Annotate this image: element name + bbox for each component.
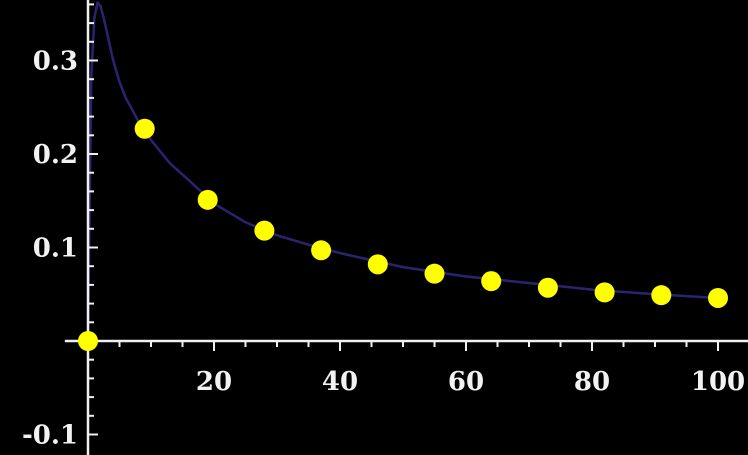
data-point [78, 331, 98, 351]
data-point [254, 220, 275, 241]
y-tick-label: 0.2 [33, 140, 78, 170]
tick-labels: 20 40 60 80 100 -0.1 0.1 0.2 0.3 [22, 47, 745, 451]
fit-curve [86, 1, 719, 342]
data-point [311, 240, 332, 261]
data-point [651, 285, 672, 306]
axes [64, 0, 748, 455]
data-point [594, 282, 615, 303]
data-point [134, 118, 155, 139]
y-tick-label: 0.1 [33, 234, 78, 264]
data-point [424, 263, 445, 284]
fit-curve-layer [86, 1, 719, 342]
y-tick-label: 0.3 [33, 47, 78, 77]
data-points-layer [78, 118, 728, 351]
data-point [708, 287, 728, 308]
x-tick-label: 40 [322, 367, 358, 397]
x-tick-label: 100 [691, 367, 745, 397]
data-point [197, 189, 218, 210]
x-tick-label: 80 [574, 367, 610, 397]
data-point [537, 277, 558, 298]
data-point [367, 254, 388, 275]
x-tick-label: 60 [448, 367, 484, 397]
x-tick-label: 20 [196, 367, 232, 397]
data-point [481, 271, 502, 292]
y-tick-label: -0.1 [22, 421, 78, 451]
